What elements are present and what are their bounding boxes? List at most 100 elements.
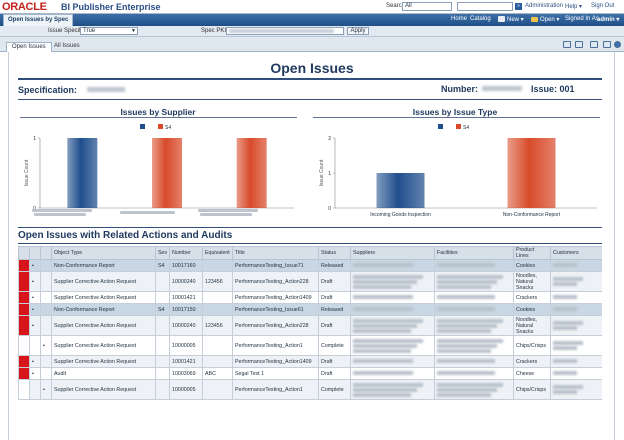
column-header: Status <box>318 246 351 260</box>
product-name: BI Publisher Enterprise <box>61 2 161 12</box>
child-cell[interactable] <box>40 367 52 380</box>
expand-cell[interactable]: ▪ <box>29 291 41 304</box>
table-row[interactable]: ▪ Supplier Corrective Action Request 10000… <box>18 335 602 356</box>
view-icon[interactable] <box>563 41 571 48</box>
column-header: Suppliers <box>350 246 435 260</box>
cell-type: Supplier Corrective Action Request <box>51 315 156 336</box>
number-value-redacted <box>482 86 522 91</box>
table-row[interactable]: ▪ Non-Conformance Report S4 10017150 Perform… <box>18 303 602 316</box>
child-cell[interactable] <box>40 291 52 304</box>
legend-swatch <box>158 124 163 129</box>
expand-cell[interactable]: ▪ <box>29 303 41 316</box>
redacted-text <box>353 284 411 289</box>
cell-number: 10000240 <box>169 315 203 336</box>
redacted-text <box>437 318 503 323</box>
open-menu[interactable]: Open ▾ <box>540 17 560 23</box>
child-cell[interactable] <box>40 315 52 336</box>
search-input[interactable] <box>457 2 513 11</box>
user-menu[interactable]: admin ▾ <box>597 17 620 23</box>
redacted-text <box>353 371 413 376</box>
issue-specific-select[interactable]: True <box>80 27 138 35</box>
table-row[interactable]: ▪ Non-Conformance Report S4 10017160 Perform… <box>18 259 602 272</box>
cell-suppliers <box>350 335 435 356</box>
specification-label: Specification: <box>18 85 78 95</box>
redacted-text <box>353 318 423 323</box>
tab-open-issues[interactable]: Open Issues <box>6 42 52 52</box>
bar <box>152 138 182 208</box>
expand-cell[interactable] <box>29 335 41 356</box>
child-cell[interactable] <box>40 355 52 368</box>
cell-facilities <box>434 303 514 316</box>
redacted-text <box>353 263 413 268</box>
new-menu[interactable]: New ▾ <box>507 17 524 23</box>
expand-cell[interactable]: ▪ <box>29 367 41 380</box>
report-tab[interactable]: Open Issues by Spec <box>3 14 74 26</box>
table-row[interactable]: ▪ Supplier Corrective Action Request 10000… <box>18 315 602 336</box>
redacted-text <box>353 328 411 333</box>
search-go-button[interactable]: » <box>515 3 522 10</box>
help-menu[interactable]: Help ▾ <box>565 4 583 10</box>
cell-number: 10001421 <box>169 291 203 304</box>
send-icon[interactable] <box>590 41 598 48</box>
redacted-text <box>437 263 495 268</box>
home-link[interactable]: Home <box>451 16 468 22</box>
expand-cell[interactable]: ▪ <box>29 355 41 368</box>
divider <box>18 99 602 100</box>
redacted-text <box>553 282 577 286</box>
table-row[interactable]: ▪ Audit 10003069 ABC Segal Test 1 Draft Cheese <box>18 367 602 380</box>
cell-customers <box>550 271 602 292</box>
cell-facilities <box>434 367 514 380</box>
cell-sev <box>155 291 170 304</box>
cell-product-lines: Crackers <box>513 355 551 368</box>
expand-cell[interactable]: ▪ <box>29 259 41 272</box>
table-row[interactable]: ▪ Supplier Corrective Action Request 10000… <box>18 271 602 292</box>
expand-cell[interactable]: ▪ <box>29 271 41 292</box>
help-icon[interactable] <box>614 41 621 48</box>
bar <box>507 138 556 208</box>
bar <box>236 138 267 208</box>
cell-equiv <box>202 379 233 400</box>
redacted-text <box>437 387 497 392</box>
spec-pkid-value-redacted <box>229 29 334 33</box>
column-header: Facilities <box>434 246 514 260</box>
cell-status: Complete <box>318 379 351 400</box>
sign-out-link[interactable]: Sign Out <box>591 3 615 9</box>
actions-icon[interactable] <box>603 41 611 48</box>
cell-sev <box>155 271 170 292</box>
child-cell[interactable] <box>40 259 52 272</box>
legend-swatch <box>456 124 461 129</box>
cell-title: Segal Test 1 <box>232 367 319 380</box>
cell-status: Released <box>318 259 351 272</box>
cell-sev <box>155 379 170 400</box>
cell-facilities <box>434 271 514 292</box>
child-cell[interactable] <box>40 303 52 316</box>
table-row[interactable]: ▪ Supplier Corrective Action Request 10000… <box>18 379 602 400</box>
report-title: Open Issues <box>270 60 354 76</box>
expand-cell[interactable] <box>29 379 41 400</box>
cell-title: PerformanceTesting_Issue71 <box>232 259 319 272</box>
redacted-text <box>553 307 577 312</box>
search-scope-select[interactable]: All <box>402 2 452 11</box>
chevron-down-icon: ▼ <box>131 28 136 34</box>
catalog-link[interactable]: Catalog <box>470 16 491 22</box>
y-axis-label: Issue Count <box>24 159 30 186</box>
child-cell[interactable]: ▪ <box>40 335 52 356</box>
table-row[interactable]: ▪ Supplier Corrective Action Request 10001… <box>18 291 602 304</box>
legend-label: S4 <box>165 125 171 131</box>
cell-status: Draft <box>318 271 351 292</box>
expand-cell[interactable]: ▪ <box>29 315 41 336</box>
redacted-text <box>353 295 413 300</box>
redacted-text <box>553 390 577 394</box>
apply-button[interactable]: Apply <box>347 27 369 35</box>
cell-customers <box>550 291 602 304</box>
child-cell[interactable] <box>40 271 52 292</box>
tab-all-issues[interactable]: All Issues <box>54 43 80 49</box>
administration-link[interactable]: Administration <box>525 3 564 9</box>
export-icon[interactable] <box>575 41 583 48</box>
child-cell[interactable]: ▪ <box>40 379 52 400</box>
redacted-text <box>437 323 497 328</box>
supplier-chart: S401Issue Count <box>24 124 294 216</box>
cell-suppliers <box>350 259 435 272</box>
status-flag <box>18 335 30 356</box>
table-row[interactable]: ▪ Supplier Corrective Action Request 10001… <box>18 355 602 368</box>
